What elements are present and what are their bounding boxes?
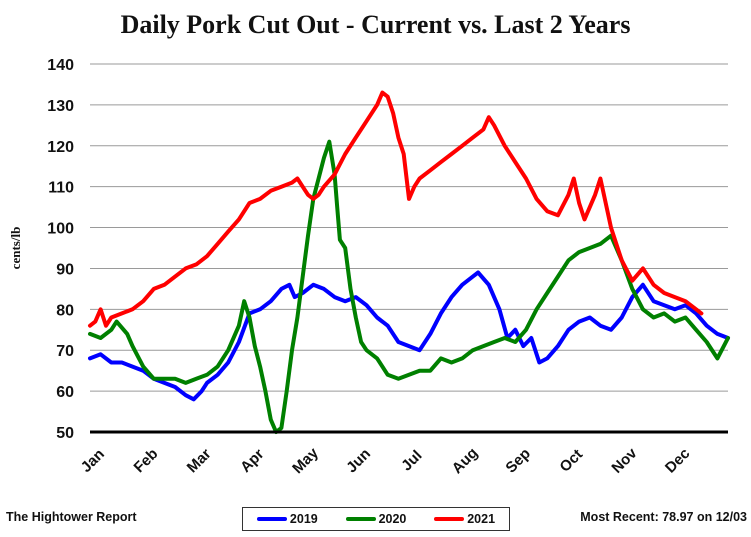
y-tick-label: 110 bbox=[48, 180, 74, 197]
y-tick-label: 80 bbox=[56, 302, 74, 319]
most-recent-label: Most Recent: 78.97 on 12/03 bbox=[580, 510, 747, 524]
legend-item-2021: 2021 bbox=[434, 512, 495, 526]
x-tick-label: Jun bbox=[343, 445, 374, 476]
x-tick-label: Jul bbox=[398, 447, 425, 474]
x-tick-label: Jan bbox=[78, 446, 108, 476]
x-tick-label: Nov bbox=[608, 444, 641, 477]
legend-label-2019: 2019 bbox=[289, 512, 318, 526]
y-axis-ticks: 50 60 70 80 90 100 110 120 130 140 bbox=[47, 57, 74, 442]
series-line-2020 bbox=[88, 139, 730, 434]
y-tick-label: 60 bbox=[56, 384, 74, 401]
x-tick-label: Sep bbox=[502, 445, 533, 476]
series-line-2019 bbox=[88, 270, 730, 402]
legend-item-2019: 2019 bbox=[256, 512, 318, 526]
series-lines bbox=[88, 90, 730, 434]
legend-swatch-2021 bbox=[434, 517, 465, 521]
y-tick-label: 140 bbox=[47, 57, 74, 74]
x-axis-ticks: Jan Feb Mar Apr May Jun Jul Aug Sep Oct Nov Dec bbox=[78, 444, 694, 477]
x-tick-label: Apr bbox=[237, 446, 267, 476]
x-tick-label: Oct bbox=[556, 446, 586, 476]
source-label: The Hightower Report bbox=[6, 510, 137, 524]
legend-label-2020: 2020 bbox=[378, 512, 407, 526]
y-tick-label: 90 bbox=[56, 261, 74, 278]
legend-swatch-2020 bbox=[345, 517, 376, 521]
y-tick-label: 50 bbox=[56, 425, 74, 442]
legend-item-2020: 2020 bbox=[345, 512, 407, 526]
y-axis-label: cents/lb bbox=[8, 227, 23, 270]
x-tick-label: May bbox=[289, 444, 322, 477]
y-tick-label: 70 bbox=[56, 343, 74, 360]
x-tick-label: Feb bbox=[131, 445, 162, 476]
x-tick-label: Aug bbox=[449, 444, 482, 477]
x-tick-label: Dec bbox=[662, 445, 693, 476]
chart-title: Daily Pork Cut Out - Current vs. Last 2 … bbox=[120, 10, 631, 39]
legend-label-2021: 2021 bbox=[467, 512, 496, 526]
y-tick-label: 100 bbox=[47, 221, 74, 238]
y-tick-label: 130 bbox=[47, 98, 74, 115]
y-tick-label: 120 bbox=[47, 139, 74, 156]
series-line-2021 bbox=[88, 90, 704, 328]
gridlines bbox=[90, 63, 728, 392]
x-tick-label: Mar bbox=[184, 445, 215, 476]
legend: 2019 2020 2021 bbox=[242, 507, 510, 531]
legend-swatch-2019 bbox=[256, 517, 287, 521]
